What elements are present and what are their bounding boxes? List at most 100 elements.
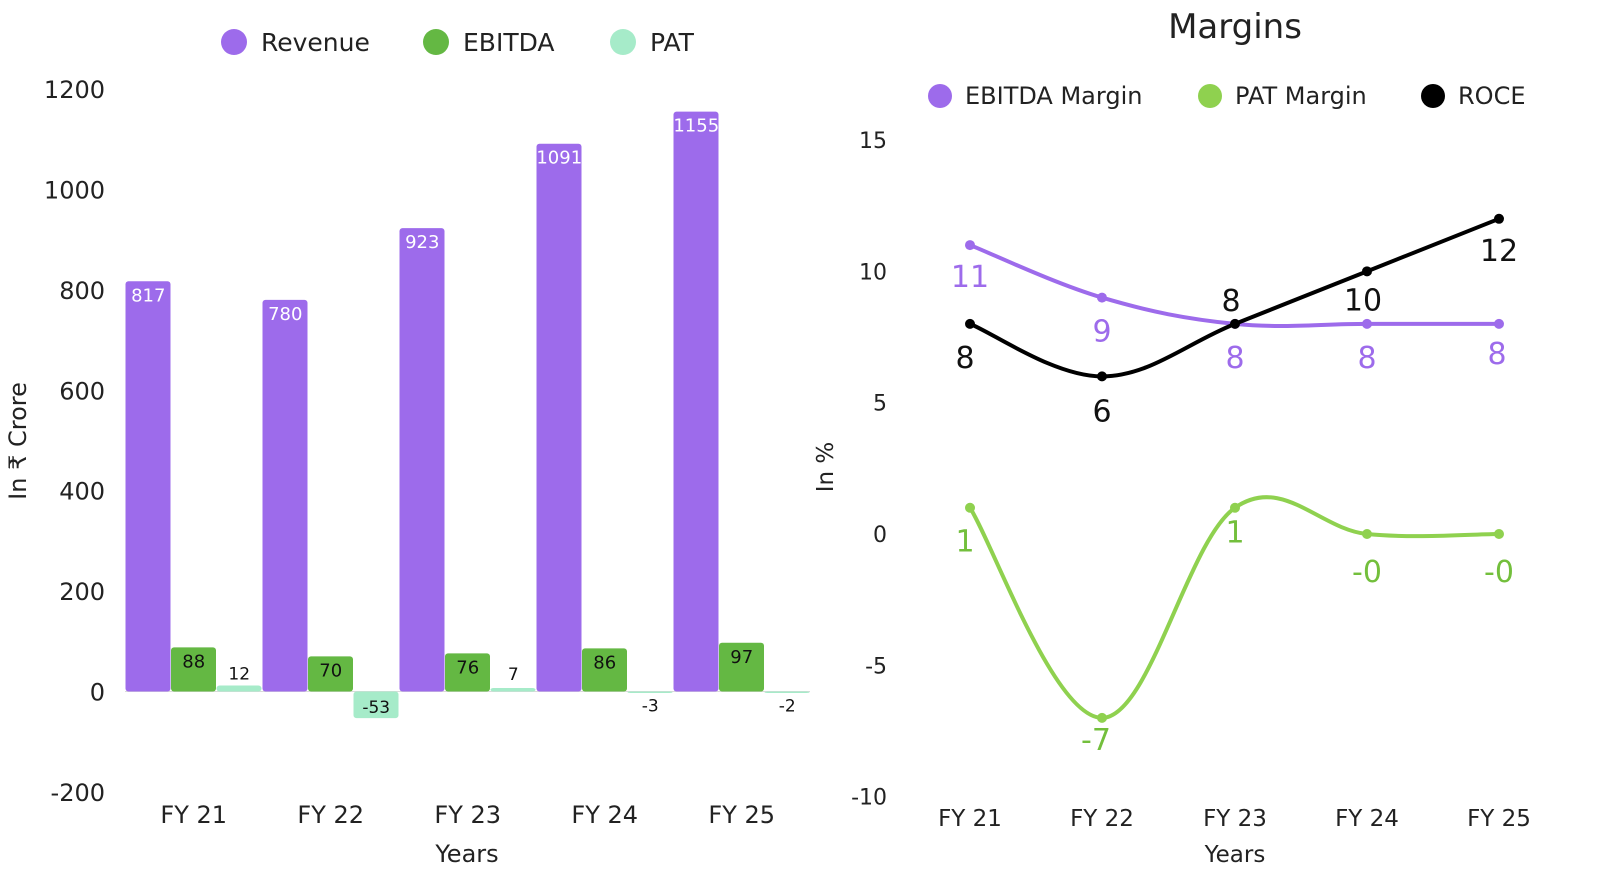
data-label-pat-fy-24: -3	[642, 697, 659, 717]
y-tick-label: 5	[873, 392, 887, 417]
data-label-pat-fy-22: -53	[362, 698, 390, 718]
data-label-roce-fy-21: 8	[955, 341, 974, 376]
legend-label-pat-margin: PAT Margin	[1235, 82, 1367, 110]
data-label-revenue-fy-23: 923	[405, 232, 439, 253]
x-tick-label: FY 21	[160, 801, 227, 829]
legend-marker-roce	[1421, 84, 1445, 108]
legend-marker-pat-margin	[1198, 84, 1222, 108]
bar-revenue-fy-25	[673, 111, 719, 692]
bar-revenue-fy-24	[536, 143, 582, 692]
point-pat-margin-fy-21	[965, 502, 975, 513]
x-tick-label: FY 22	[297, 801, 364, 829]
data-label-ebitda-margin-fy-21: 11	[951, 260, 989, 295]
x-axis-title: Years	[1204, 842, 1266, 868]
bar-pat-fy-22	[353, 691, 399, 719]
data-label-roce-fy-23: 8	[1221, 284, 1240, 319]
y-tick-label: -10	[851, 786, 887, 811]
data-label-roce-fy-24: 10	[1344, 283, 1382, 318]
legend-marker-pat	[610, 29, 636, 55]
y-tick-label: -5	[865, 654, 887, 679]
data-label-ebitda-margin-fy-24: 8	[1357, 341, 1376, 376]
y-axis-title: In ₹ Crore	[4, 382, 32, 500]
chart-title: Margins	[1168, 7, 1302, 47]
bar-pat-fy-25	[764, 691, 810, 693]
point-roce-fy-21	[965, 318, 975, 329]
data-label-pat-fy-25: -2	[779, 697, 796, 717]
bar-revenue-fy-22	[262, 299, 308, 692]
data-label-ebitda-fy-21: 88	[182, 651, 205, 672]
bar-revenue-fy-23	[399, 228, 445, 692]
bar-ebitda-fy-23	[445, 653, 490, 692]
bar-ebitda-fy-22	[308, 656, 353, 692]
point-ebitda-margin-fy-22	[1097, 292, 1107, 303]
data-label-pat-margin-fy-22: -7	[1081, 723, 1111, 758]
point-pat-margin-fy-25	[1494, 529, 1504, 539]
data-label-ebitda-fy-25: 97	[730, 647, 753, 668]
bar-pat-fy-23	[490, 687, 536, 692]
point-pat-margin-fy-22	[1097, 712, 1107, 723]
data-label-roce-fy-25: 12	[1480, 234, 1518, 269]
point-ebitda-margin-fy-24	[1362, 318, 1372, 329]
bar-pat-fy-21	[216, 685, 262, 692]
data-label-revenue-fy-21: 817	[131, 285, 165, 306]
data-label-ebitda-fy-24: 86	[593, 652, 616, 673]
point-roce-fy-24	[1362, 266, 1372, 277]
bar-pat-fy-24	[627, 691, 673, 694]
data-label-ebitda-margin-fy-25: 8	[1487, 337, 1506, 372]
data-label-ebitda-fy-23: 76	[456, 657, 479, 678]
legend-label-revenue: Revenue	[261, 28, 370, 57]
data-label-revenue-fy-22: 780	[268, 304, 302, 325]
legend-label-roce: ROCE	[1458, 82, 1526, 110]
legend-marker-ebitda-margin	[928, 84, 952, 108]
point-roce-fy-22	[1097, 371, 1107, 382]
legend-marker-ebitda	[423, 29, 449, 55]
y-tick-label: -200	[51, 779, 105, 807]
bar-ebitda-fy-25	[719, 642, 764, 692]
point-ebitda-margin-fy-21	[965, 240, 975, 251]
x-tick-label: FY 23	[1203, 806, 1267, 832]
data-label-pat-margin-fy-21: 1	[955, 525, 974, 560]
y-tick-label: 1000	[44, 176, 105, 204]
data-label-revenue-fy-24: 1091	[536, 148, 582, 169]
x-tick-label: FY 25	[1467, 806, 1531, 832]
x-tick-label: FY 24	[1335, 806, 1399, 832]
x-axis-title: Years	[434, 840, 498, 868]
x-tick-label: FY 21	[938, 806, 1002, 832]
x-tick-label: FY 24	[571, 801, 638, 829]
data-label-pat-margin-fy-24: -0	[1352, 555, 1382, 590]
data-label-pat-margin-fy-23: 1	[1225, 516, 1244, 551]
y-tick-label: 400	[59, 478, 105, 506]
x-tick-label: FY 22	[1070, 806, 1134, 832]
data-label-revenue-fy-25: 1155	[673, 116, 719, 137]
bar-ebitda-fy-24	[582, 648, 627, 692]
legend-label-ebitda: EBITDA	[463, 28, 555, 57]
y-tick-label: 600	[59, 377, 105, 405]
series-line-pat-margin	[968, 495, 1501, 720]
y-tick-label: 10	[859, 260, 887, 285]
point-ebitda-margin-fy-25	[1494, 318, 1504, 329]
x-tick-label: FY 25	[708, 801, 775, 829]
legend-marker-revenue	[221, 29, 247, 55]
y-tick-label: 800	[59, 277, 105, 305]
y-axis-title: In %	[813, 442, 839, 493]
data-label-ebitda-fy-22: 70	[319, 660, 342, 681]
y-tick-label: 1200	[44, 76, 105, 104]
point-pat-margin-fy-23	[1230, 502, 1240, 513]
legend-label-ebitda-margin: EBITDA Margin	[965, 82, 1142, 110]
point-pat-margin-fy-24	[1362, 529, 1372, 539]
data-label-roce-fy-22: 6	[1092, 394, 1111, 429]
bar-ebitda-fy-21	[171, 647, 216, 692]
point-roce-fy-25	[1494, 213, 1504, 224]
data-label-pat-fy-21: 12	[228, 664, 250, 684]
data-label-ebitda-margin-fy-23: 8	[1225, 341, 1244, 376]
data-label-ebitda-margin-fy-22: 9	[1092, 315, 1111, 350]
y-tick-label: 0	[873, 523, 887, 548]
point-roce-fy-23	[1230, 318, 1240, 329]
y-tick-label: 0	[90, 679, 105, 707]
x-tick-label: FY 23	[434, 801, 501, 829]
legend-label-pat: PAT	[650, 28, 695, 57]
bar-revenue-fy-21	[125, 281, 171, 692]
y-tick-label: 200	[59, 578, 105, 606]
